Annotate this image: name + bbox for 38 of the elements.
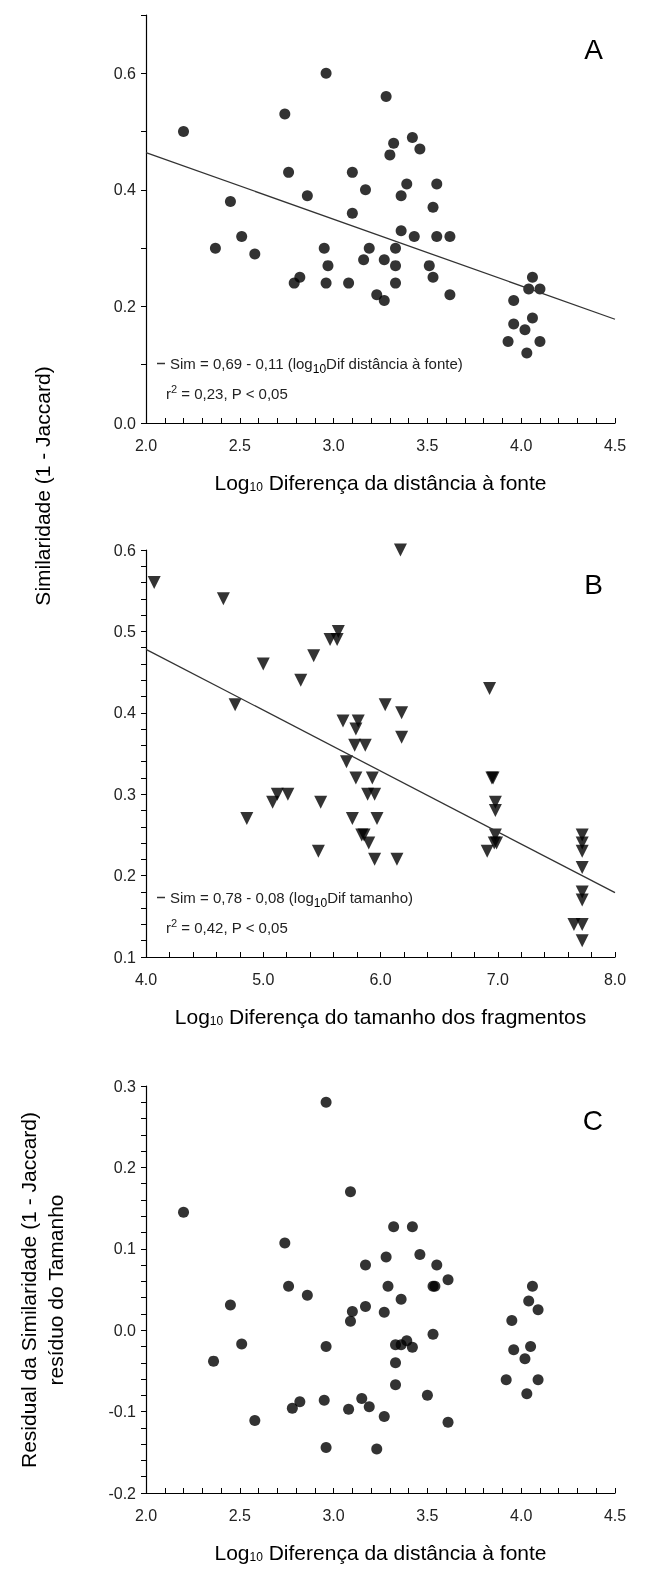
- x-tick-label: 2.0: [134, 436, 158, 454]
- x-tick-label: 3.0: [322, 1506, 345, 1524]
- y-tick-label: 0.0: [113, 1321, 137, 1339]
- y-tick-label: 0.2: [113, 867, 137, 885]
- x-tick-label: 2.5: [228, 1506, 252, 1524]
- y-tick-label: 0.3: [113, 785, 137, 803]
- x-tick-label: 4.5: [603, 1506, 627, 1524]
- annotation: C: [582, 1104, 604, 1136]
- y-tick-label: 0.4: [113, 704, 137, 722]
- y-tick-label: 0.5: [113, 622, 137, 640]
- y-tick-label: 0.4: [113, 181, 137, 199]
- x-tick-label: 4.5: [603, 436, 627, 454]
- y-tick-label: 0.6: [113, 64, 137, 82]
- annotation: A: [584, 33, 604, 65]
- y-tick-label: -0.1: [108, 1403, 137, 1421]
- x-tick-label: 7.0: [486, 970, 509, 988]
- y-axis-title: Similaridade (1 - Jaccard): [29, 366, 55, 606]
- x-tick-label: 4.0: [134, 970, 158, 988]
- y-tick-label: 0.0: [113, 414, 137, 432]
- y-tick-label: 0.2: [113, 297, 137, 315]
- y-tick-label: -0.2: [108, 1484, 137, 1502]
- y-tick-label: 0.6: [113, 541, 137, 559]
- x-tick-label: 3.0: [322, 436, 345, 454]
- x-tick-label: 3.5: [416, 436, 439, 454]
- x-tick-label: 2.5: [228, 436, 252, 454]
- y-tick-label: 0.1: [113, 1240, 137, 1258]
- x-tick-label: 5.0: [252, 970, 275, 988]
- x-tick-label: 3.5: [416, 1506, 439, 1524]
- x-tick-label: 6.0: [369, 970, 392, 988]
- x-tick-label: 8.0: [603, 970, 627, 988]
- x-tick-label: 2.0: [134, 1506, 158, 1524]
- y-tick-label: 0.3: [113, 1077, 137, 1095]
- y-tick-label: 0.2: [113, 1158, 137, 1176]
- annotation: B: [584, 568, 604, 600]
- y-axis-title: Residual da Similaridade (1 - Jaccard) resíduo do Tamanho: [16, 1111, 68, 1468]
- y-tick-label: 0.1: [113, 948, 137, 966]
- x-tick-label: 4.0: [510, 436, 533, 454]
- x-tick-label: 4.0: [510, 1506, 533, 1524]
